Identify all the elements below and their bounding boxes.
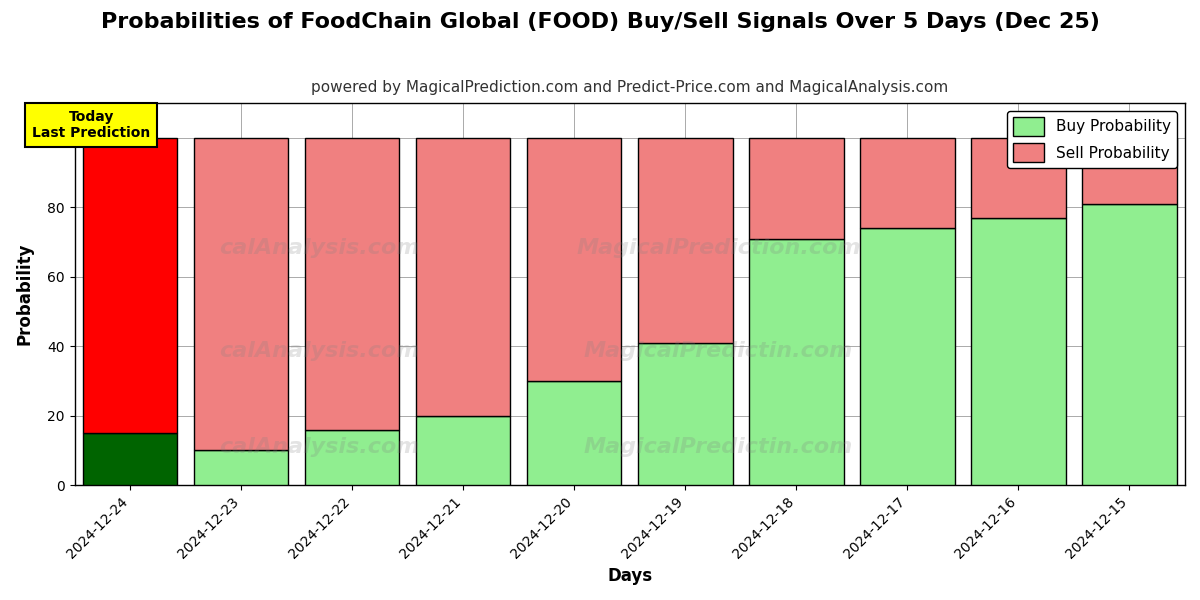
Bar — [83, 433, 178, 485]
Bar — [971, 218, 1066, 485]
Legend: Buy Probability, Sell Probability: Buy Probability, Sell Probability — [1007, 111, 1177, 168]
Bar — [749, 138, 844, 239]
Bar — [860, 228, 955, 485]
Y-axis label: Probability: Probability — [16, 243, 34, 346]
Text: Probabilities of FoodChain Global (FOOD) Buy/Sell Signals Over 5 Days (Dec 25): Probabilities of FoodChain Global (FOOD)… — [101, 12, 1099, 32]
Bar — [83, 138, 178, 433]
Bar — [527, 138, 622, 381]
Bar — [527, 381, 622, 485]
Bar — [305, 430, 400, 485]
Text: calAnalysis.com: calAnalysis.com — [218, 437, 419, 457]
Bar — [416, 416, 510, 485]
Bar — [1082, 138, 1177, 204]
Bar — [194, 451, 288, 485]
Text: MagicalPredictin.com: MagicalPredictin.com — [584, 341, 853, 361]
Bar — [860, 138, 955, 228]
Bar — [1082, 204, 1177, 485]
Text: calAnalysis.com: calAnalysis.com — [218, 238, 419, 258]
Title: powered by MagicalPrediction.com and Predict-Price.com and MagicalAnalysis.com: powered by MagicalPrediction.com and Pre… — [311, 80, 948, 95]
Bar — [749, 239, 844, 485]
Text: MagicalPrediction.com: MagicalPrediction.com — [576, 238, 860, 258]
Text: calAnalysis.com: calAnalysis.com — [218, 341, 419, 361]
Bar — [416, 138, 510, 416]
X-axis label: Days: Days — [607, 567, 653, 585]
Bar — [638, 138, 732, 343]
Bar — [305, 138, 400, 430]
Text: Today
Last Prediction: Today Last Prediction — [32, 110, 150, 140]
Bar — [638, 343, 732, 485]
Bar — [971, 138, 1066, 218]
Bar — [194, 138, 288, 451]
Text: MagicalPredictin.com: MagicalPredictin.com — [584, 437, 853, 457]
